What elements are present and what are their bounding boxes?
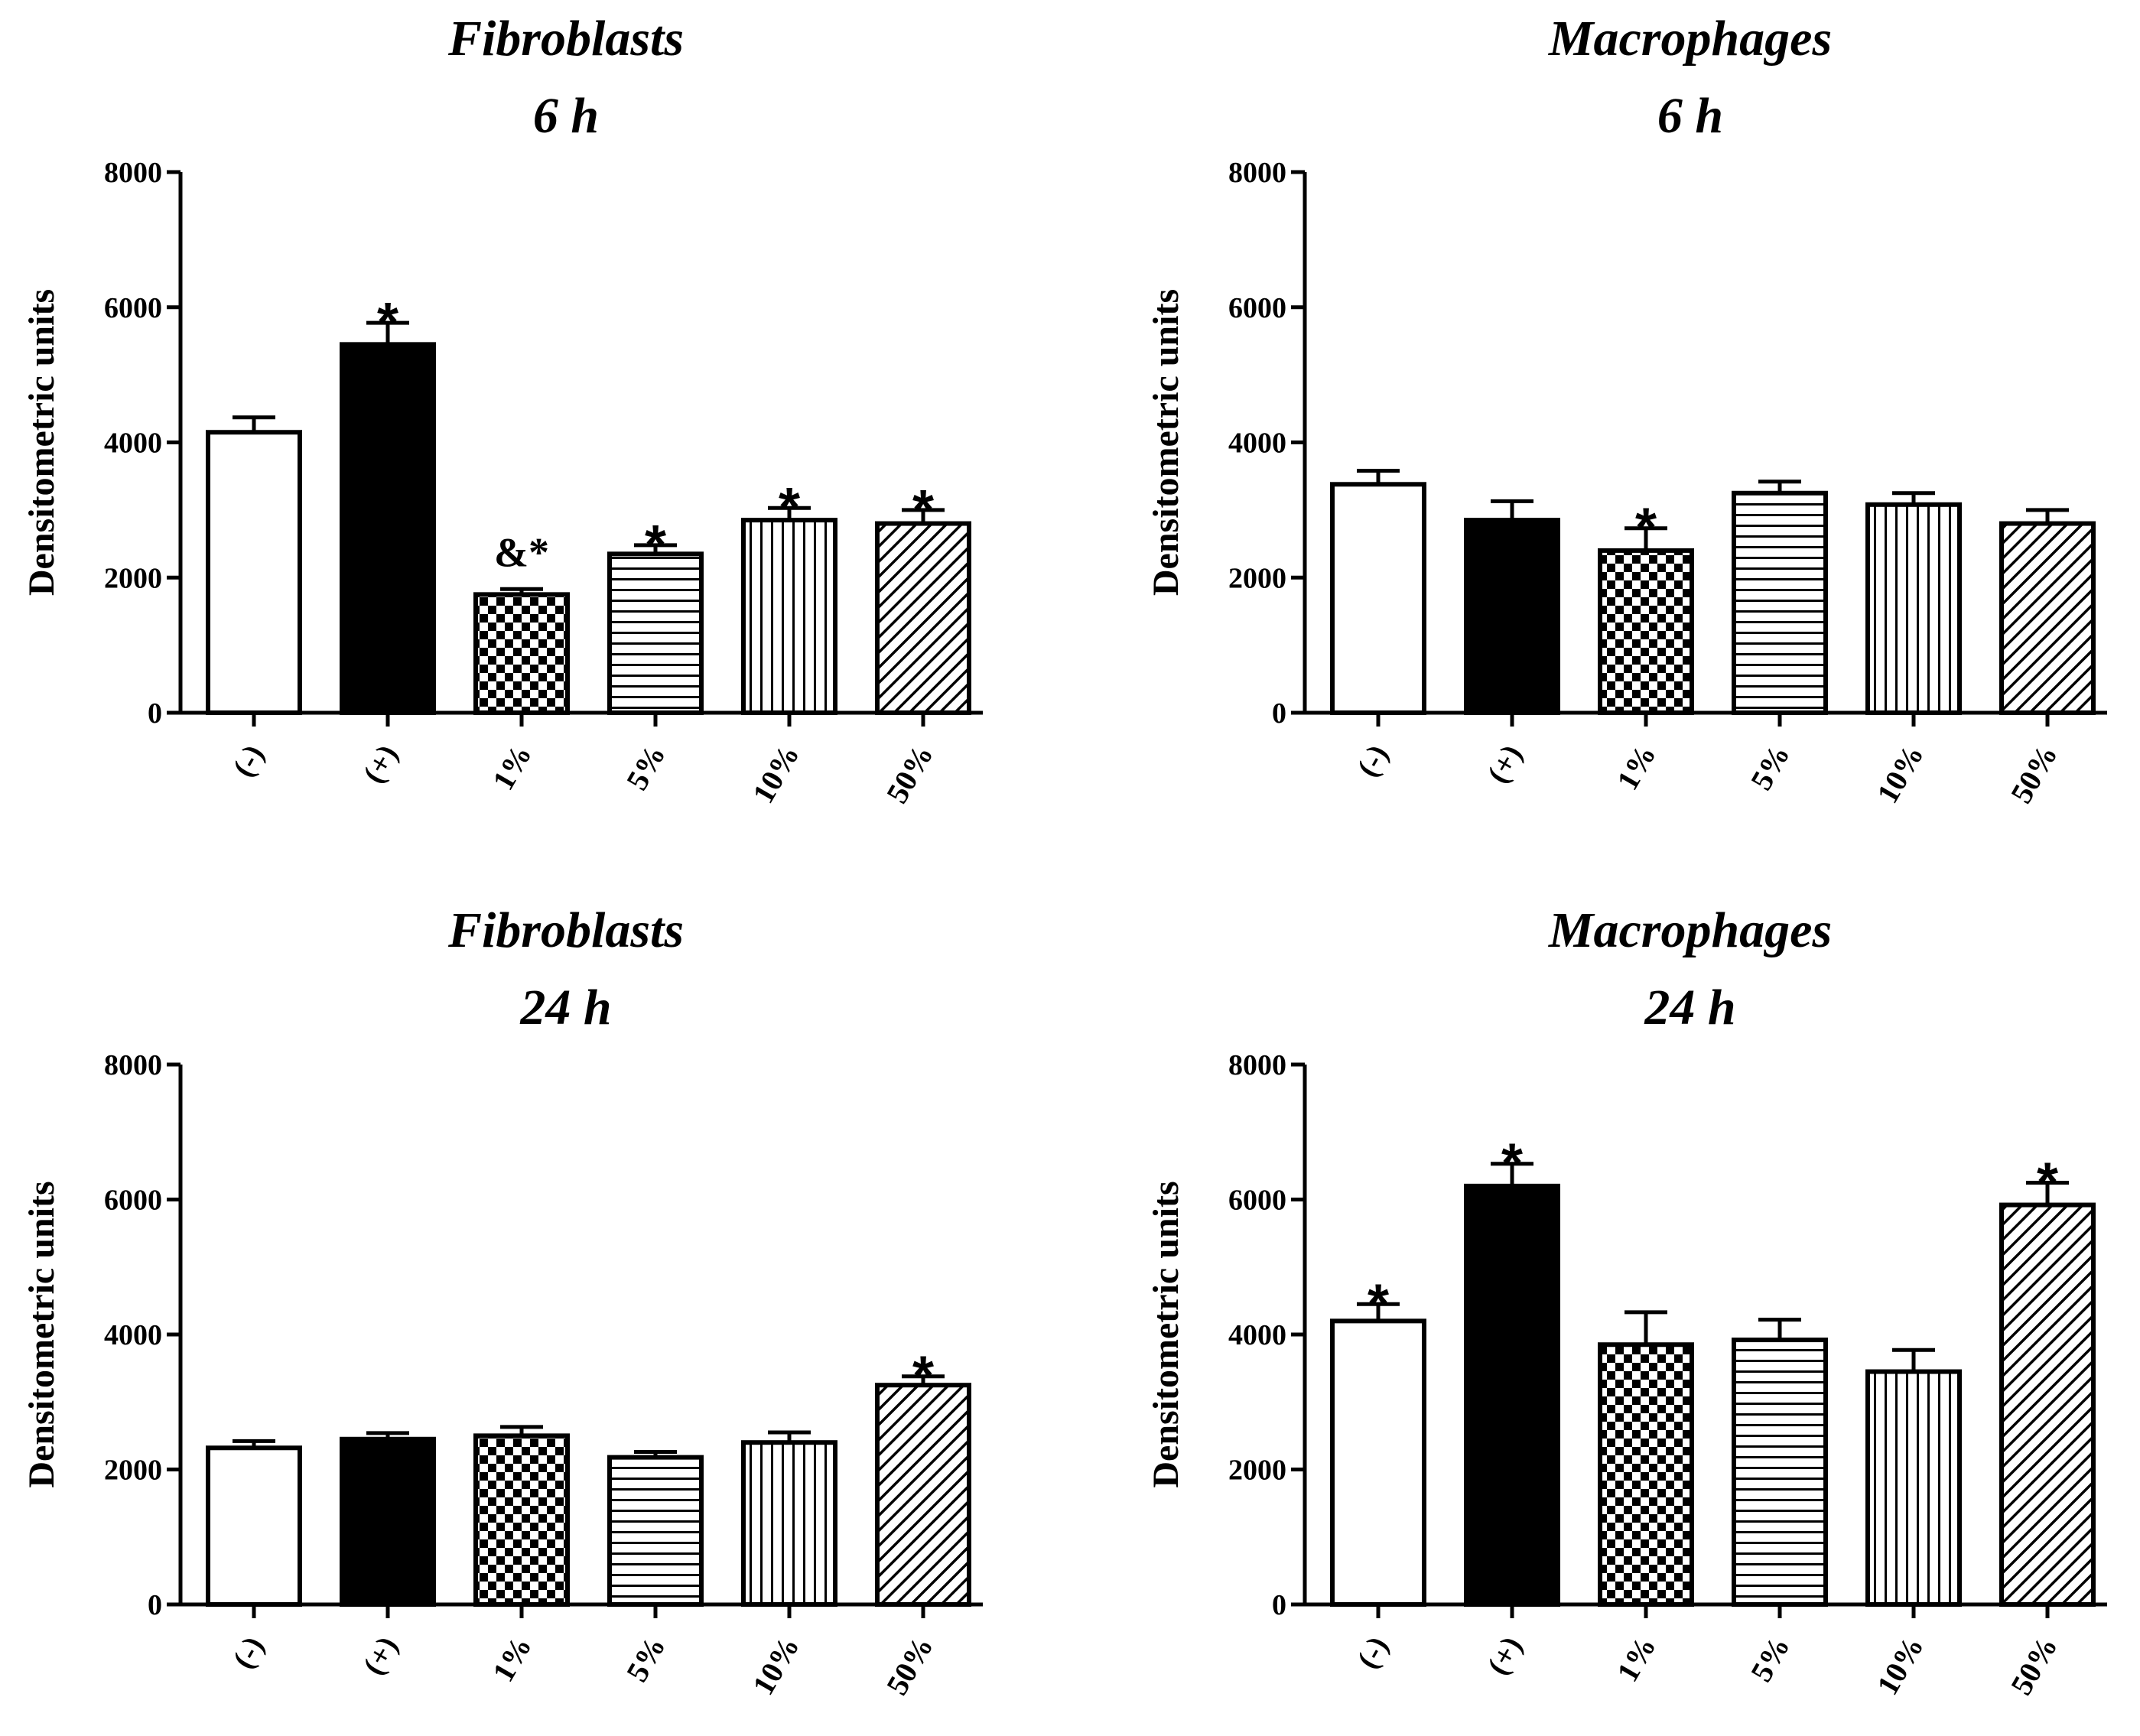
bar-5 [741, 1440, 837, 1607]
x-tick-label: 1% [1610, 1630, 1663, 1687]
y-tick-label: 0 [148, 1589, 162, 1621]
x-tick-label: 50% [880, 739, 940, 809]
x-tick-label: 10% [1870, 739, 1930, 809]
bar-2 [340, 1436, 436, 1607]
significance-marker: * [912, 1346, 934, 1407]
y-tick-label: 8000 [104, 1049, 162, 1081]
significance-marker: &* [494, 529, 549, 575]
bar-4 [607, 551, 704, 715]
y-tick-label: 6000 [1228, 1185, 1286, 1217]
bar-4 [1732, 1338, 1828, 1608]
chart-title-line-1: Fibroblasts [447, 902, 684, 958]
x-tick-label: 5% [620, 739, 672, 795]
x-tick-label: (-) [226, 739, 271, 782]
x-tick-label: (+) [356, 739, 405, 788]
x-tick-label: 5% [620, 1630, 672, 1687]
chart-title-line-1: Fibroblasts [447, 11, 684, 67]
bar-6 [875, 521, 971, 715]
chart-title-line-2: 24 h [519, 980, 611, 1035]
chart-title-line-2: 24 h [1644, 980, 1735, 1035]
y-tick-label: 6000 [104, 1185, 162, 1217]
y-tick-label: 0 [1272, 697, 1286, 730]
bar-5 [1865, 1369, 1962, 1607]
x-tick-label: 50% [2004, 739, 2064, 809]
chart-panel-2: Macrophages 6 h Densitometric units 0 2000 40… [1146, 11, 2107, 809]
y-tick-label: 8000 [1228, 1049, 1286, 1081]
y-tick-label: 2000 [1228, 1455, 1286, 1487]
bar-5 [1865, 502, 1962, 715]
x-tick-label: 5% [1744, 739, 1797, 795]
bar-2 [1464, 518, 1560, 715]
y-tick-label: 8000 [1228, 157, 1286, 189]
x-tick-label: 50% [880, 1630, 940, 1701]
chart-panel-4: Macrophages 24 h Densitometric units 0 2000 4… [1146, 902, 2107, 1701]
significance-marker: * [1635, 498, 1657, 559]
y-tick-label: 4000 [1228, 427, 1286, 460]
y-tick-label: 4000 [104, 1319, 162, 1351]
x-tick-label: (+) [356, 1630, 405, 1680]
x-tick-label: 10% [746, 1630, 806, 1701]
x-tick-label: 50% [2004, 1630, 2064, 1701]
significance-marker: * [779, 477, 800, 538]
y-tick-label: 6000 [104, 292, 162, 324]
chart-title-line-2: 6 h [533, 88, 599, 144]
chart-title-line-1: Macrophages [1548, 11, 1832, 67]
x-tick-label: 10% [1870, 1630, 1930, 1701]
y-tick-label: 2000 [104, 562, 162, 594]
bar-6 [875, 1383, 971, 1607]
bar-4 [607, 1455, 704, 1607]
y-axis-label: Densitometric units [1146, 289, 1186, 596]
significance-marker: * [1368, 1273, 1389, 1335]
chart-panel-3: Fibroblasts 24 h Densitometric units 0 2000 4… [21, 902, 983, 1701]
bar-6 [1999, 521, 2096, 715]
x-tick-label: 1% [486, 1630, 538, 1687]
chart-panel-1: Fibroblasts 6 h Densitometric units 0 2000 40… [21, 11, 983, 809]
bar-2 [340, 342, 436, 715]
y-tick-label: 6000 [1228, 292, 1286, 324]
bar-3 [1598, 548, 1694, 716]
x-tick-label: (+) [1480, 1630, 1529, 1680]
x-tick-label: (+) [1480, 739, 1529, 788]
bar-4 [1732, 490, 1828, 715]
y-tick-label: 0 [148, 697, 162, 730]
bar-1 [1330, 482, 1426, 715]
bar-2 [1464, 1183, 1560, 1607]
bar-1 [206, 1445, 302, 1608]
y-tick-label: 4000 [104, 427, 162, 460]
y-tick-label: 2000 [104, 1455, 162, 1487]
bar-3 [1598, 1342, 1694, 1608]
bar-3 [473, 1433, 570, 1607]
x-tick-label: 5% [1744, 1630, 1797, 1687]
significance-marker: * [912, 480, 934, 541]
chart-title-line-2: 6 h [1657, 88, 1723, 144]
bar-6 [1999, 1202, 2096, 1608]
significance-marker: * [1501, 1133, 1523, 1195]
y-tick-label: 0 [1272, 1589, 1286, 1621]
x-tick-label: (-) [226, 1630, 271, 1674]
bar-1 [1330, 1318, 1426, 1607]
significance-marker: * [645, 515, 666, 576]
y-tick-label: 4000 [1228, 1319, 1286, 1351]
significance-marker: * [377, 292, 398, 353]
x-tick-label: (-) [1350, 1630, 1395, 1674]
y-tick-label: 2000 [1228, 562, 1286, 594]
x-tick-label: 1% [1610, 739, 1663, 795]
chart-title-line-1: Macrophages [1548, 902, 1832, 958]
y-axis-label: Densitometric units [1146, 1181, 1186, 1487]
y-tick-label: 8000 [104, 157, 162, 189]
x-tick-label: (-) [1350, 739, 1395, 782]
bar-5 [741, 518, 837, 715]
x-tick-label: 1% [486, 739, 538, 795]
y-axis-label: Densitometric units [21, 289, 62, 596]
y-axis-label: Densitometric units [21, 1181, 62, 1487]
significance-marker: * [2037, 1152, 2058, 1213]
bar-3 [473, 592, 570, 715]
bar-1 [206, 430, 302, 716]
x-tick-label: 10% [746, 739, 806, 809]
